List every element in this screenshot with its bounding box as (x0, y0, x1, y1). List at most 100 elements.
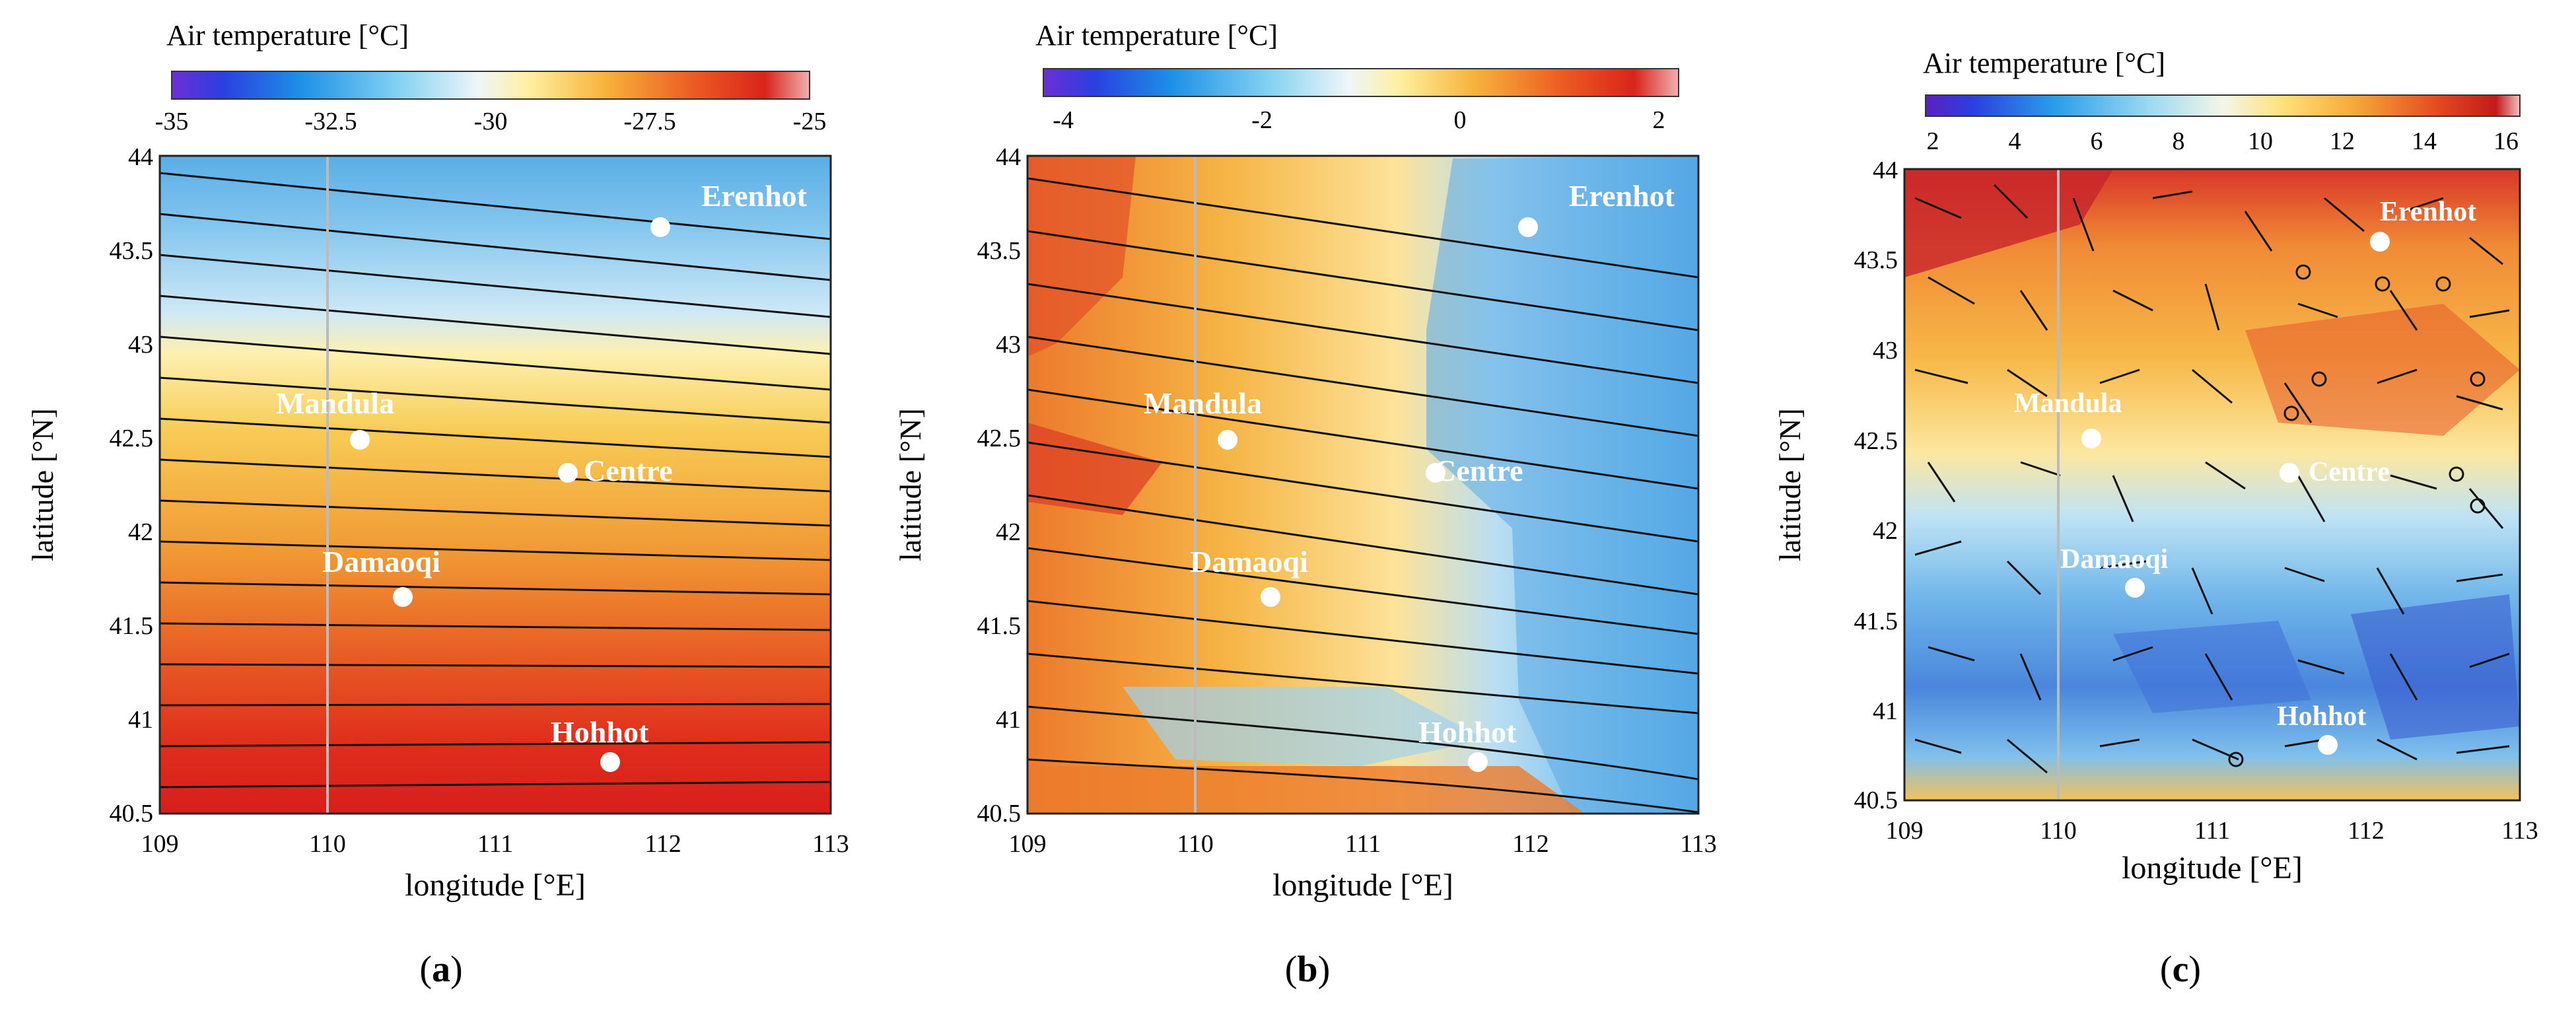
wind-barb (2007, 368, 2048, 398)
station-marker (2125, 578, 2145, 598)
panel-caption: (a) (419, 949, 462, 990)
x-tick-label: 110 (1177, 830, 1214, 858)
wind-barb (1027, 230, 1698, 332)
station-label: Erenhot (701, 179, 808, 213)
station-marker (650, 217, 670, 237)
wind-barb (2283, 382, 2313, 423)
wind-barb (1914, 738, 1962, 754)
wind-barb (160, 458, 831, 493)
x-axis: 109 110 111 112 113 longitude [°E] (141, 830, 849, 903)
wind-barb (1928, 646, 1975, 662)
y-tick-label: 43 (128, 331, 153, 359)
wind-barb (160, 254, 831, 318)
wind-barb (2112, 475, 2134, 522)
wind-barb (160, 540, 831, 561)
wind-barb (1027, 283, 1698, 384)
station-marker (2280, 463, 2299, 483)
wind-barb (1993, 184, 2029, 219)
colorbar-tick-label: 0 (1454, 106, 1467, 134)
warm-patch (1027, 156, 1136, 357)
y-tick-label: 43 (996, 331, 1021, 359)
station-label: Damaoqi (322, 545, 440, 578)
calm-marker (2283, 405, 2299, 421)
wind-barb (2377, 738, 2418, 761)
wind-barb (2297, 659, 2345, 675)
x-axis-label: longitude [°E] (2122, 851, 2303, 886)
colorbar-ticks: 2 4 6 8 10 12 14 16 (1927, 127, 2519, 155)
y-axis-label: latitude [°N] (26, 408, 59, 561)
x-tick-label: 109 (1009, 830, 1047, 858)
colorbar-title: Air temperature [°C] (166, 19, 409, 52)
wind-barb (2204, 653, 2233, 701)
wind-barb (160, 581, 831, 596)
y-tick-label: 41.5 (1854, 608, 1898, 635)
wind-barb (2112, 289, 2153, 312)
wind-barb (2389, 290, 2418, 331)
wind-barb (2205, 461, 2246, 490)
y-tick-label: 44 (1873, 157, 1898, 184)
x-tick-label: 110 (2040, 817, 2077, 845)
warm-patch (2245, 304, 2520, 436)
wind-barb (2468, 488, 2504, 529)
x-tick-label: 111 (477, 830, 513, 858)
wind-barb (160, 703, 831, 707)
colorbar-tick-label: 10 (2248, 127, 2273, 155)
x-tick-label: 109 (1886, 817, 1924, 845)
wind-barb (2099, 368, 2140, 384)
y-tick-label: 44 (996, 143, 1021, 171)
x-tick-label: 112 (644, 830, 681, 858)
calm-marker (2228, 752, 2244, 767)
wind-barb (2244, 211, 2273, 252)
x-tick-label: 112 (1512, 830, 1549, 858)
y-axis: 44 43.5 43 42.5 42 41.5 41 40.5 latitude… (893, 143, 1021, 827)
warm-patch (1027, 423, 1162, 515)
wind-barb (1027, 705, 1698, 781)
wind-barb (2284, 567, 2325, 582)
y-tick-label: 42 (128, 518, 153, 546)
y-axis: 44 43.5 43 42.5 42 41.5 41 40.5 latitude… (26, 143, 153, 827)
y-tick-label: 42 (996, 518, 1021, 546)
station-label: Erenhot (1569, 179, 1675, 213)
wind-barb (2152, 190, 2193, 199)
x-tick-label: 111 (2194, 817, 2230, 845)
colorbar-ticks: -4 -2 0 2 (1053, 106, 1665, 134)
plot-frame (1026, 155, 1700, 815)
station-label: Damaoqi (2060, 544, 2169, 575)
station-marker (1518, 217, 1538, 237)
station-marker (350, 430, 370, 450)
wind-barb (1027, 177, 1698, 279)
colorbar-title: Air temperature [°C] (1923, 47, 2165, 79)
y-tick-label: 42 (1873, 517, 1898, 545)
colorbar-tick-label: -35 (155, 108, 189, 135)
wind-barb (2456, 395, 2503, 411)
colorbar-title: Air temperature [°C] (1035, 19, 1278, 52)
wind-barb (2456, 745, 2510, 754)
calm-marker (2435, 276, 2451, 292)
y-tick-label: 40.5 (1854, 787, 1898, 814)
wind-barb (1027, 335, 1698, 437)
station-label: Centre (2309, 457, 2390, 487)
colorbar-tick-label: -32.5 (304, 108, 357, 135)
y-tick-label: 41 (128, 706, 153, 734)
station-marker (1426, 463, 1445, 483)
wind-barb (1914, 540, 1962, 556)
wind-barb (2297, 302, 2338, 318)
wind-barb (160, 376, 831, 424)
wind-barb (2297, 475, 2326, 522)
x-tick-label: 112 (2348, 817, 2385, 845)
panel-a: Air temperature [°C] -35 -32.5 -30 -27.5… (26, 19, 849, 990)
wind-barb (160, 172, 831, 240)
calm-marker (2470, 498, 2486, 514)
wind-barb (2204, 283, 2220, 331)
wind-barb (2019, 290, 2048, 331)
wind-barb (2469, 652, 2510, 668)
wind-barb (2377, 368, 2418, 384)
station-marker (2318, 735, 2338, 755)
wind-barb (160, 741, 831, 748)
colorbar-tick-label: 6 (2091, 127, 2103, 155)
y-tick-label: 43 (1873, 337, 1898, 365)
colorbar-tick-label: 2 (1653, 106, 1665, 134)
wind-barb (1027, 600, 1698, 675)
wind-barb (2469, 236, 2503, 265)
